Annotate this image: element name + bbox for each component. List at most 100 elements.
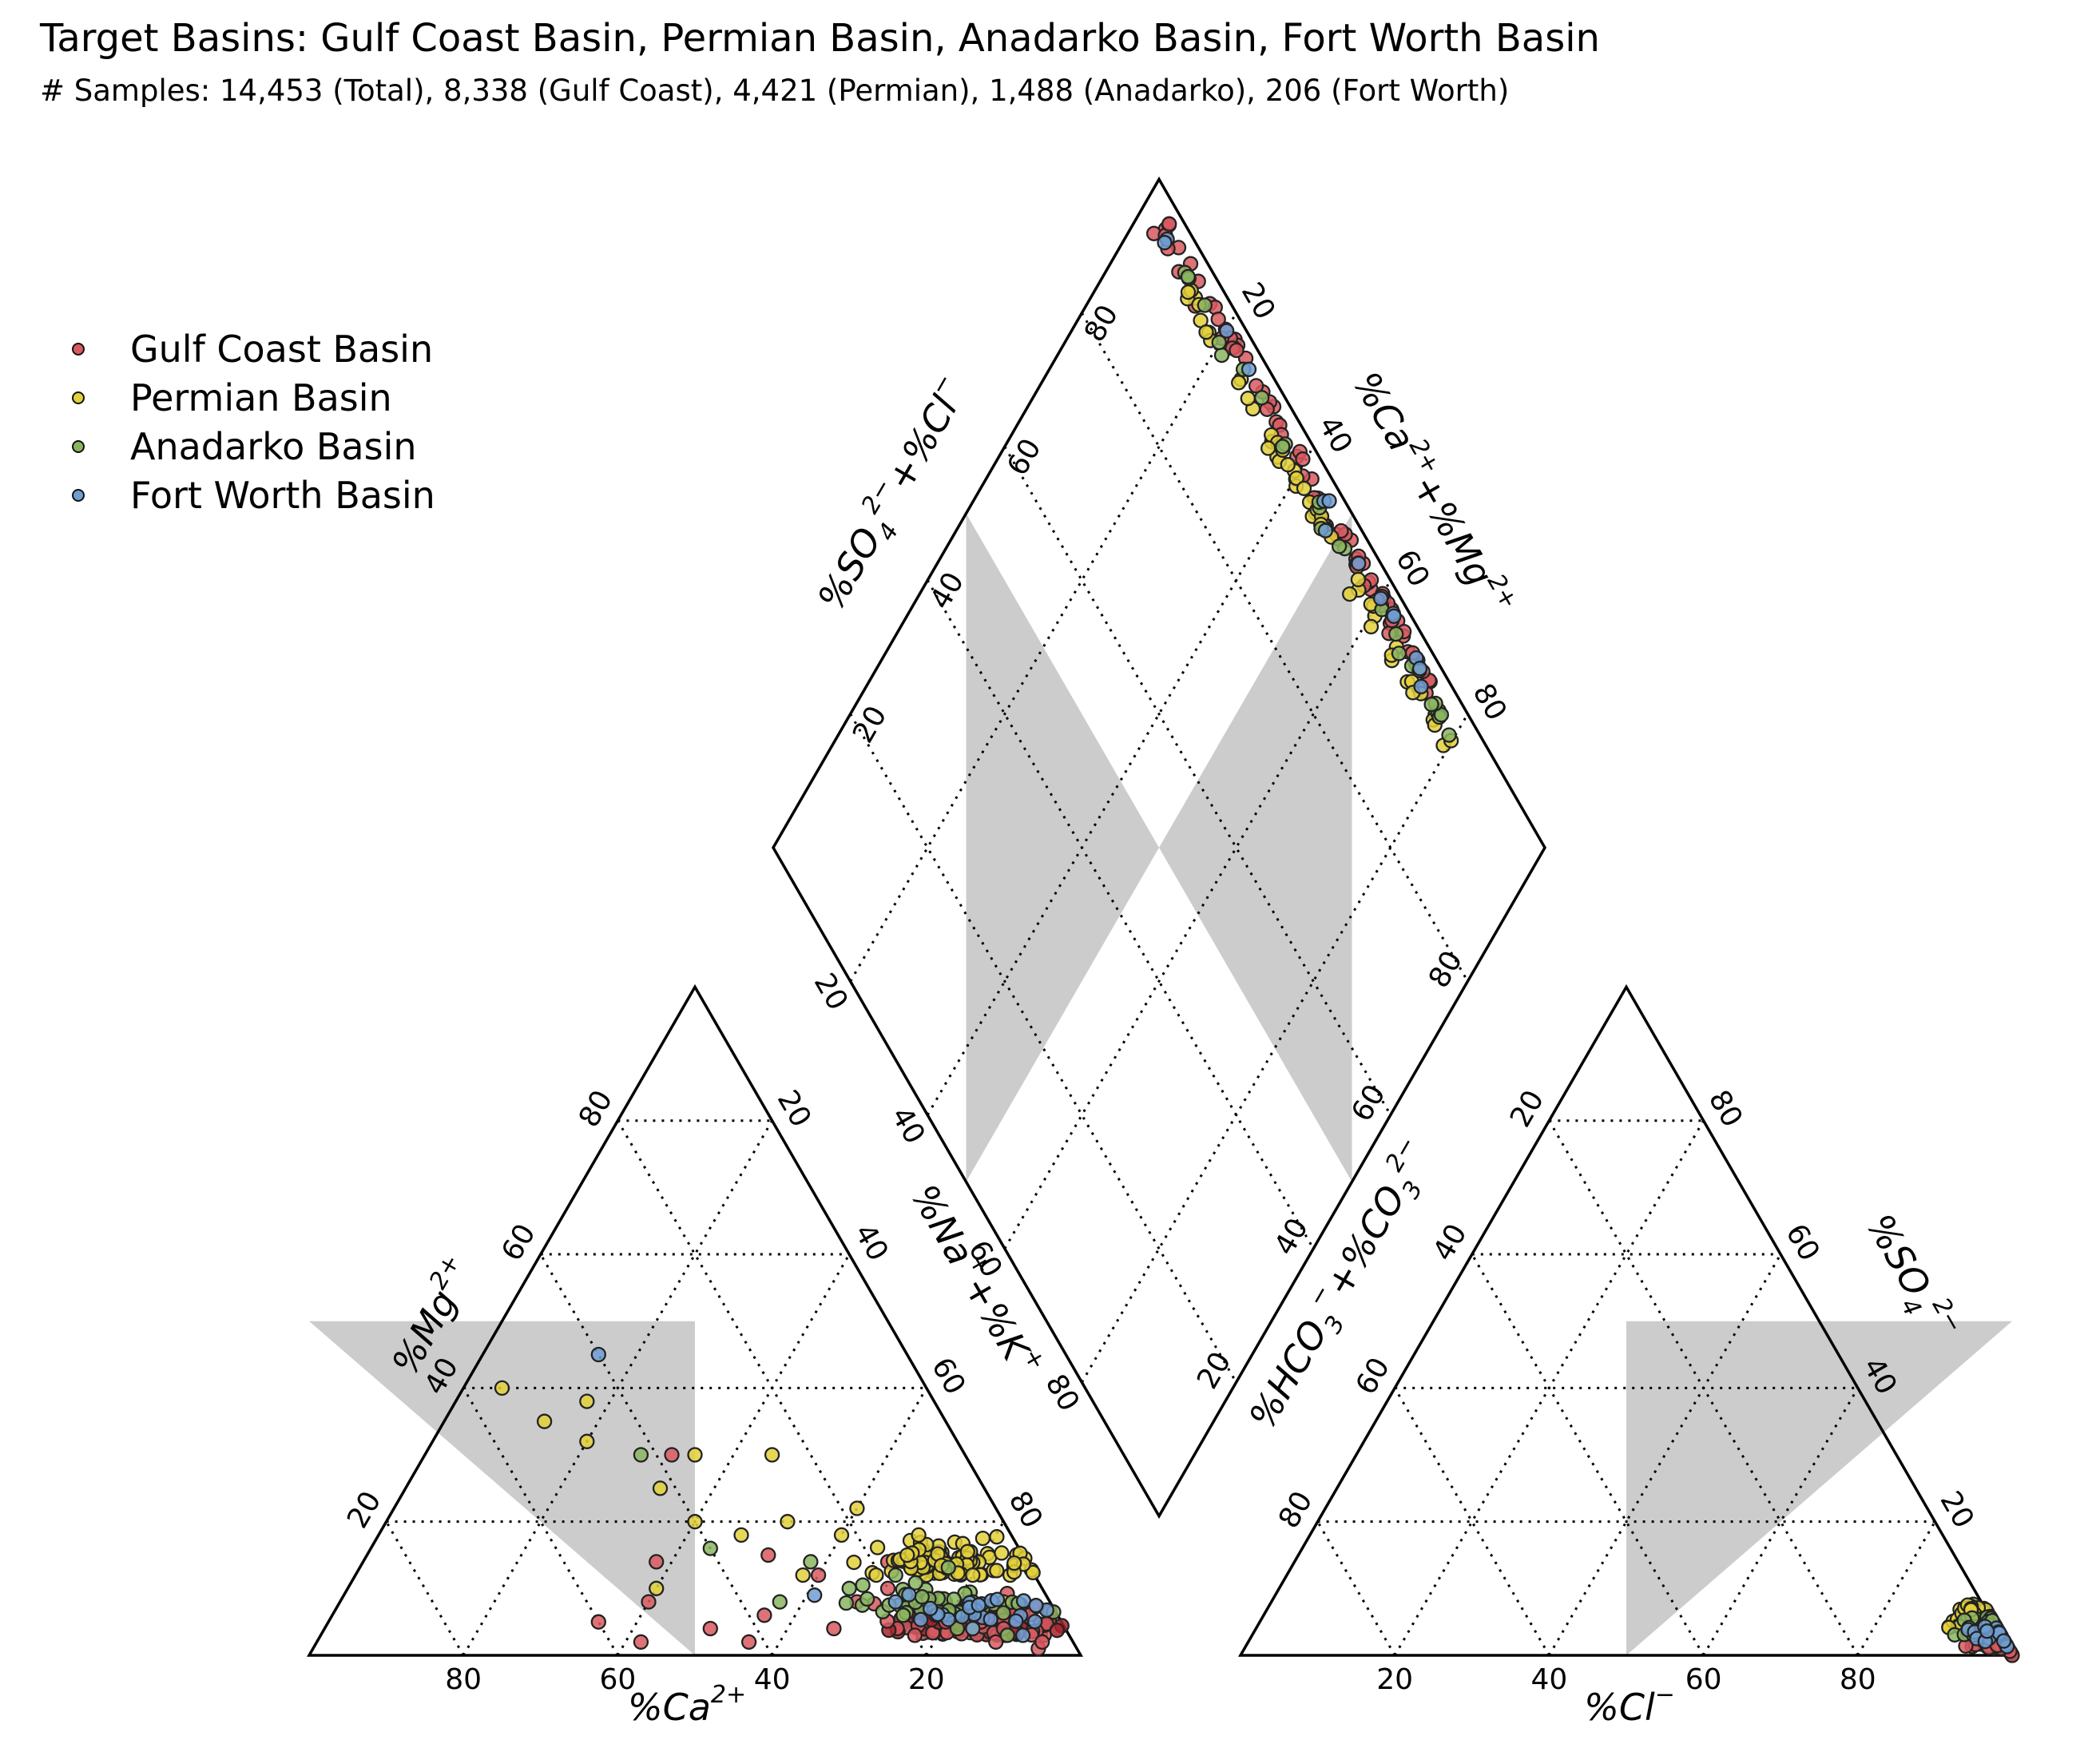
cation-point-permian-basin xyxy=(846,1554,862,1571)
diamond-point-anadarko-basin xyxy=(1211,334,1227,351)
anion-shaded-zone xyxy=(1626,1321,2012,1655)
cation-point-permian-basin xyxy=(652,1480,669,1496)
chart-subtitle: # Samples: 14,453 (Total), 8,338 (Gulf C… xyxy=(40,73,1510,108)
anion-hco3-tick-60: 60 xyxy=(1350,1353,1396,1400)
anion-point-fort-worth-basin xyxy=(1995,1633,2012,1649)
diamond-point-anadarko-basin xyxy=(1441,727,1457,743)
diamond-point-gulf-coast-basin xyxy=(1210,311,1226,328)
cation-point-anadarko-basin xyxy=(841,1580,857,1596)
diamond-point-gulf-coast-basin xyxy=(1161,216,1177,232)
cation-point-gulf-coast-basin xyxy=(810,1567,827,1583)
cation-point-anadarko-basin xyxy=(895,1607,911,1623)
diamond-grid-v-20 xyxy=(849,312,1237,983)
cation-point-permian-basin xyxy=(833,1527,850,1543)
axis-label-ca: %Ca2+ xyxy=(628,1681,746,1729)
diamond-so4cl-tick-20: 20 xyxy=(1191,1346,1237,1394)
cation-point-gulf-coast-basin xyxy=(1049,1623,1066,1639)
sample-points xyxy=(494,216,2020,1663)
axis-label-cl-part: − xyxy=(1655,1681,1675,1709)
diamond-camg-tick-80: 80 xyxy=(1466,678,1512,726)
axis-label-hco3-co3-part: 2− xyxy=(1380,1132,1422,1177)
chart-title: Target Basins: Gulf Coast Basin, Permian… xyxy=(40,16,1600,61)
cation-point-fort-worth-basin xyxy=(922,1600,939,1617)
cation-point-permian-basin xyxy=(687,1514,703,1530)
cation-point-permian-basin xyxy=(869,1539,886,1555)
cation-point-permian-basin xyxy=(1025,1564,1041,1581)
diamond-point-fort-worth-basin xyxy=(1157,235,1173,251)
diamond-point-permian-basin xyxy=(1350,571,1367,588)
anion-so4-tick-20: 20 xyxy=(1933,1486,1979,1534)
diamond-point-gulf-coast-basin xyxy=(1229,342,1245,359)
axis-label-na-k: %Na++%K+ xyxy=(903,1175,1051,1385)
cation-point-gulf-coast-basin xyxy=(664,1447,680,1463)
diamond-point-permian-basin xyxy=(1240,391,1256,407)
diamond-point-permian-basin xyxy=(1296,480,1312,496)
cation-point-gulf-coast-basin xyxy=(649,1554,665,1570)
axis-label-cl: %Cl− xyxy=(1584,1681,1675,1729)
diamond-point-fort-worth-basin xyxy=(1321,493,1337,509)
diamond-so4cl-tick-60: 60 xyxy=(1345,1079,1391,1127)
diamond-point-permian-basin xyxy=(1198,324,1214,340)
cation-ca-tick-20: 20 xyxy=(908,1663,945,1696)
diamond-point-permian-basin xyxy=(1342,586,1358,602)
cation-point-gulf-coast-basin xyxy=(641,1594,657,1610)
legend-marker-anadarko xyxy=(72,440,85,453)
cation-point-gulf-coast-basin xyxy=(826,1620,842,1637)
legend-label-anadarko: Anadarko Basin xyxy=(130,425,417,468)
anion-grid-cl-80 xyxy=(1856,1520,1936,1656)
grid-lines xyxy=(385,312,1936,1656)
diamond-point-anadarko-basin xyxy=(1275,439,1291,455)
anion-cl-tick-60: 60 xyxy=(1685,1663,1722,1696)
cation-point-permian-basin xyxy=(965,1567,981,1583)
cation-point-fort-worth-basin xyxy=(901,1587,917,1603)
cation-point-permian-basin xyxy=(780,1514,796,1530)
anion-point-fort-worth-basin xyxy=(1979,1623,1995,1639)
diamond-point-gulf-coast-basin xyxy=(1295,451,1311,467)
cation-point-fort-worth-basin xyxy=(1027,1614,1043,1630)
diamond-point-anadarko-basin xyxy=(1423,697,1439,713)
cation-point-anadarko-basin xyxy=(859,1591,875,1607)
diamond-camg-tick-20: 20 xyxy=(1235,277,1281,325)
cation-point-permian-basin xyxy=(849,1500,865,1516)
legend-marker-fort-worth xyxy=(72,489,85,502)
cation-triangle-outline xyxy=(306,983,1084,1657)
diamond-point-fort-worth-basin xyxy=(1351,555,1367,571)
anion-cl-tick-80: 80 xyxy=(1840,1663,1876,1696)
diamond-point-anadarko-basin xyxy=(1213,347,1230,364)
axis-label-hco3-co3-part: +%CO xyxy=(1316,1178,1414,1303)
cation-na-tick-60: 60 xyxy=(925,1353,971,1400)
cation-mg-tick-20: 20 xyxy=(341,1486,387,1534)
frame-outlines xyxy=(306,176,2015,1657)
cation-point-gulf-coast-basin xyxy=(740,1634,757,1650)
cation-point-permian-basin xyxy=(579,1433,595,1449)
cation-point-permian-basin xyxy=(494,1380,510,1396)
cation-point-permian-basin xyxy=(795,1567,811,1583)
diamond-point-anadarko-basin xyxy=(1388,626,1404,642)
cation-point-permian-basin xyxy=(975,1530,991,1547)
cation-point-fort-worth-basin xyxy=(989,1591,1006,1607)
cation-point-anadarko-basin xyxy=(702,1540,718,1556)
diamond-point-anadarko-basin xyxy=(1180,268,1196,285)
cation-point-permian-basin xyxy=(899,1547,915,1563)
cation-point-anadarko-basin xyxy=(855,1577,871,1593)
diamond-outline xyxy=(771,176,1547,1520)
diamond-point-permian-basin xyxy=(1260,440,1276,456)
cation-point-permian-basin xyxy=(1006,1555,1022,1571)
axis-label-cl-part: %Cl xyxy=(1584,1686,1655,1729)
diamond-point-fort-worth-basin xyxy=(1317,522,1334,538)
diamond-point-anadarko-basin xyxy=(1391,646,1407,661)
diamond-so4cl-tick-80: 80 xyxy=(1423,945,1469,993)
axis-label-hco3-co3-part: %HCO xyxy=(1240,1313,1336,1436)
anion-so4-tick-80: 80 xyxy=(1702,1085,1749,1133)
cation-grid-na-60 xyxy=(771,1387,928,1656)
cation-point-anadarko-basin xyxy=(887,1567,903,1583)
cation-point-fort-worth-basin xyxy=(1008,1613,1024,1629)
cation-point-fort-worth-basin xyxy=(590,1346,606,1363)
cation-point-permian-basin xyxy=(579,1393,595,1409)
cation-point-permian-basin xyxy=(989,1529,1005,1545)
cation-ca-tick-80: 80 xyxy=(445,1663,482,1696)
cation-na-tick-80: 80 xyxy=(1002,1486,1048,1534)
diamond-so4cl-tick-40: 40 xyxy=(1268,1213,1315,1261)
chart-header: Target Basins: Gulf Coast Basin, Permian… xyxy=(0,0,2100,144)
